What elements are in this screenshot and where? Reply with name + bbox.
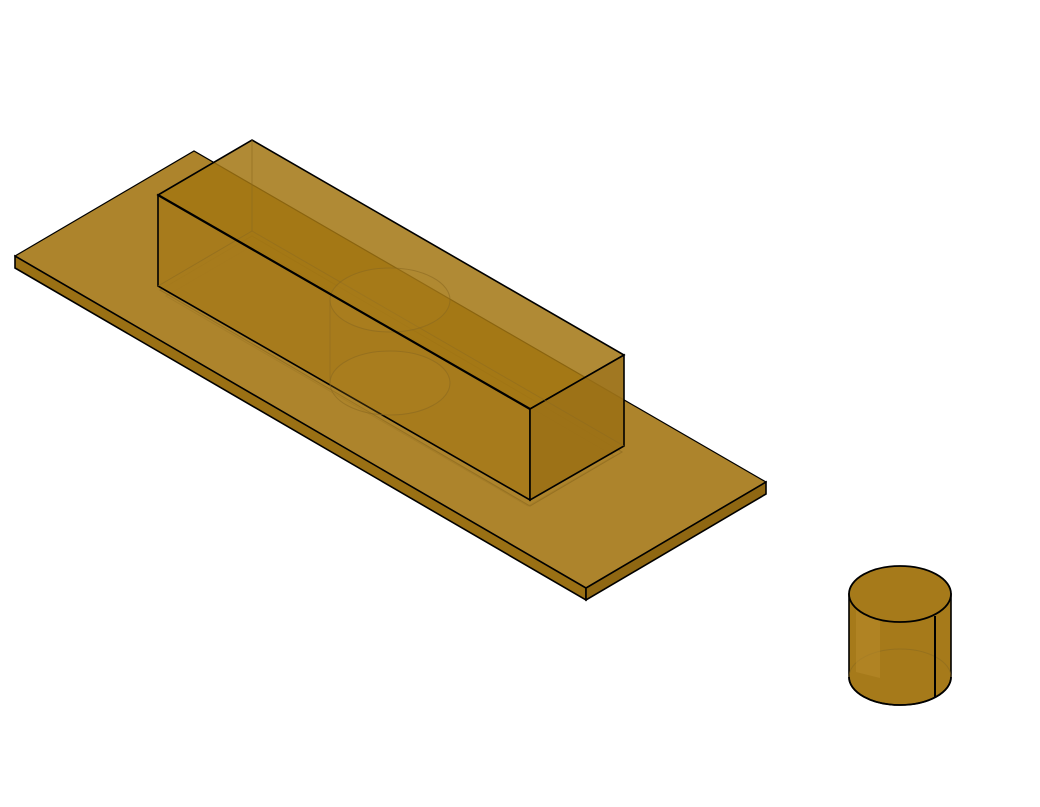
small-cylinder-top bbox=[848, 565, 952, 623]
small-cylinder-bottom-edge bbox=[848, 676, 952, 706]
ghost-cylinder-top bbox=[329, 267, 451, 333]
base-plate-right-side bbox=[585, 480, 767, 602]
small-cylinder-highlight bbox=[856, 600, 880, 678]
rect-block-ridge-edge bbox=[157, 194, 531, 410]
rect-block-hidden-edge bbox=[251, 230, 625, 447]
rect-block[interactable] bbox=[156, 139, 626, 502]
small-cylinder[interactable] bbox=[848, 565, 952, 706]
ghost-cylinder-bottom bbox=[329, 350, 451, 416]
